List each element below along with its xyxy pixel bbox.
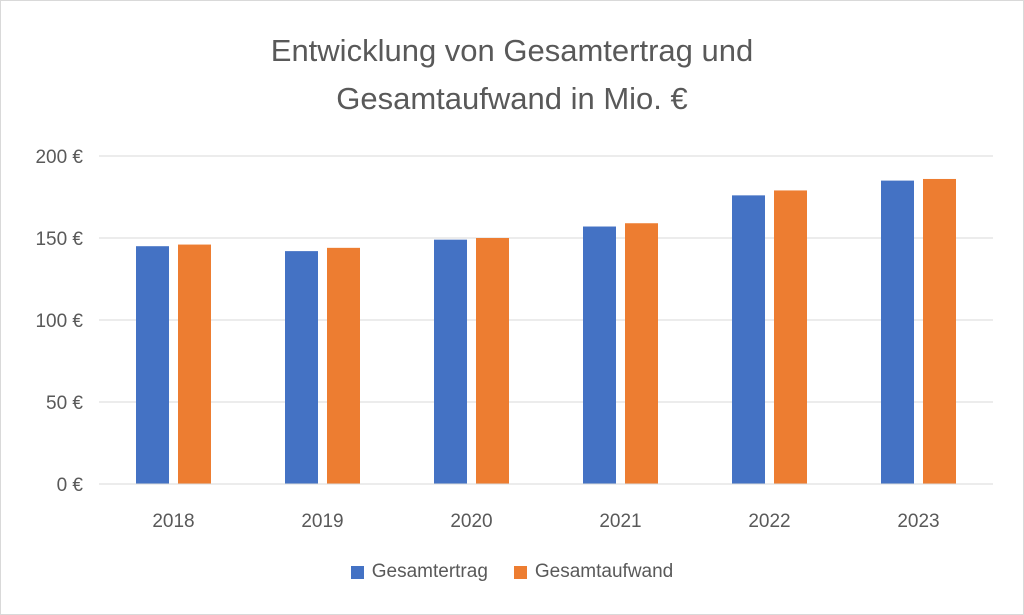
legend-label: Gesamtaufwand xyxy=(534,561,674,582)
x-tick-label: 2021 xyxy=(599,511,641,532)
bar-gesamtertrag-2020 xyxy=(434,239,467,484)
legend-swatch xyxy=(350,565,364,579)
chart-title: Entwicklung von Gesamtertrag und Gesamta… xyxy=(1,27,1023,123)
bar-gesamtaufwand-2022 xyxy=(774,190,807,484)
y-tick-label: 200 € xyxy=(35,147,83,168)
y-tick-label: 150 € xyxy=(35,229,83,250)
bar-gesamtaufwand-2020 xyxy=(476,238,509,484)
x-tick-label: 2020 xyxy=(450,511,492,532)
chart-title-line-1: Entwicklung von Gesamtertrag und xyxy=(270,33,754,68)
bar-gesamtaufwand-2019 xyxy=(327,247,360,484)
legend-item-gesamtaufwand: Gesamtaufwand xyxy=(513,561,674,583)
x-tick-label: 2022 xyxy=(748,511,790,532)
x-tick-label: 2018 xyxy=(152,511,194,532)
chart-title-line-2: Gesamtaufwand in Mio. € xyxy=(336,81,688,116)
y-tick-label: 50 € xyxy=(46,393,83,414)
bar-gesamtaufwand-2018 xyxy=(178,244,211,484)
bar-gesamtertrag-2023 xyxy=(881,180,914,484)
bar-gesamtertrag-2019 xyxy=(285,251,318,484)
y-tick-label: 0 € xyxy=(57,475,84,496)
legend-swatch xyxy=(513,565,527,579)
bar-gesamtertrag-2021 xyxy=(583,226,616,484)
y-tick-label: 100 € xyxy=(35,311,83,332)
bar-gesamtertrag-2022 xyxy=(732,195,765,485)
x-tick-label: 2023 xyxy=(897,511,939,532)
bar-gesamtertrag-2018 xyxy=(136,246,169,484)
legend-label: Gesamtertrag xyxy=(371,561,488,582)
x-tick-label: 2019 xyxy=(301,511,343,532)
legend: Gesamtertrag Gesamtaufwand xyxy=(1,561,1023,583)
bar-gesamtaufwand-2021 xyxy=(625,223,658,485)
legend-item-gesamtertrag: Gesamtertrag xyxy=(350,561,488,583)
bar-gesamtaufwand-2023 xyxy=(923,178,956,484)
